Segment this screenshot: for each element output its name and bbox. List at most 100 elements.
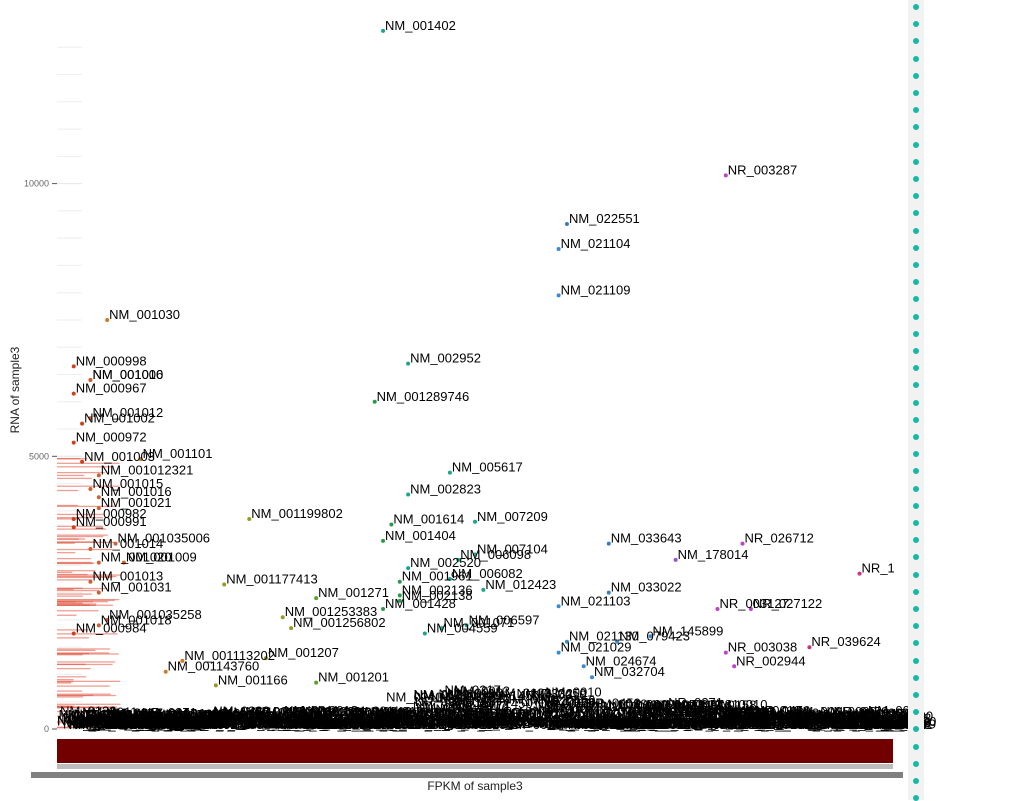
point-label: NM_001031 [101,580,172,595]
data-point [857,571,862,576]
dense-label: NR_0158 [371,717,426,732]
data-point [222,582,227,587]
dense-label: NM_1450 [476,696,532,711]
data-point [556,293,561,298]
legend-key [913,760,919,767]
dense-label: NM_0019 [73,706,129,721]
dense-label: NR_0459 [586,695,641,710]
dense-label: NM_0011 [568,717,623,732]
data-point [397,579,402,584]
dense-label: NR_0158 [226,711,281,726]
dense-label: NR_0459 [541,693,596,708]
dense-label: NM_0154 [223,713,279,728]
dense-label: NM_0240 [864,716,920,731]
dense-label: NM_0154 [750,709,806,724]
density-bar [57,681,73,683]
point-label: NR_027122 [753,596,822,611]
dense-label: NM_0061 [344,709,400,724]
dense-label: NM_0010 [317,717,373,732]
dense-label: NR_0158 [859,717,914,732]
dense-label: NM_0061 [199,708,255,723]
dense-label: NM_0240 [746,716,802,731]
dense-label: NM_1450 [480,710,536,725]
dense-label: NM_0011 [495,706,550,721]
dense-label: NM_0012 [387,714,443,729]
density-bar [57,505,117,508]
y-axis-title: RNA of sample3 [8,346,22,433]
point-label: NR_002944 [736,653,805,668]
legend-key [913,330,919,337]
dense-label: NM_0020 [817,717,873,732]
dense-label: NM_0012 [459,714,515,729]
data-point [590,675,595,680]
point-label: NM_002138 [402,588,473,603]
data-point [648,634,653,639]
dense-label: NM_0123 [503,713,559,728]
point-label: NM_001961 [402,569,473,584]
density-bar [57,575,117,578]
dense-label: NM_1450 [179,712,235,727]
data-point [715,607,720,612]
legend-key [913,588,919,595]
point-label: NM_021103 [561,593,631,608]
density-bar [57,652,110,654]
dense-label: NM_0019 [693,711,749,726]
data-point [71,517,76,522]
dense-label: NM_0000 [283,704,339,719]
density-bar [57,682,72,684]
dense-label: NM_0005 [825,714,881,729]
legend-key [913,726,919,733]
data-point [71,440,76,445]
dense-label: NM_0181 [142,714,198,729]
legend-key [913,640,919,647]
density-bar [57,462,120,464]
dense-label: NM_0012 [443,714,499,729]
dense-label: NM_0019 [438,717,494,732]
dense-label: NM_0006 [538,701,594,716]
density-bar [57,703,121,705]
dense-label: NR_0158 [541,695,596,710]
dense-label: NR_0271 [224,709,279,724]
dense-label: NM_0012 [609,717,665,732]
dense-label: NM_0061 [137,716,193,731]
dense-label: NM_0010 [128,716,184,731]
point-label: NM_006082 [452,566,523,581]
dense-label: NM_0240 [180,716,236,731]
legend [908,0,924,801]
dense-label: NM_0013 [709,715,765,730]
dense-label: NM_0013 [171,716,227,731]
point-label: NM_001271 [318,585,389,600]
point-label: NM_001006 [92,367,163,382]
dense-label: NM_0000 [718,704,774,719]
dense-label: NM_0000 [859,708,915,723]
dense-label: NM_0123 [551,698,607,713]
dense-label: NM_1450 [812,708,868,723]
data-point [556,650,561,655]
dense-label: NM_0181 [683,697,739,712]
dense-label: NR_0158 [702,697,757,712]
dense-label: NM_0123 [93,708,149,723]
dense-label: NM_0154 [214,710,270,725]
dense-label: NR_0158 [250,709,305,724]
density-bar [57,715,92,717]
data-point [381,28,386,33]
dense-label: NM_0240 [549,716,605,731]
point-label: NM_004559 [427,621,498,636]
dense-label: NR_0158 [758,716,813,731]
dense-label: NM_0217 [804,717,860,732]
data-point [213,683,218,688]
dense-label: NM_0012 [186,711,242,726]
dense-label: NM_0013 [63,716,119,731]
point-label: NM_033022 [611,580,682,595]
dense-label: NM_0332 [864,717,920,732]
dense-label: NM_0012 [78,715,134,730]
point-label: NM_001021 [101,495,172,510]
dense-label: NM_0019 [245,714,301,729]
data-point [615,639,620,644]
dense-label: NR_0459 [472,706,527,721]
data-point [71,364,76,369]
dense-label: NM_0000 [155,716,211,731]
density-bar [57,474,85,477]
point-label: NM_002952 [410,351,481,366]
dense-label: NM_0181 [264,717,320,732]
